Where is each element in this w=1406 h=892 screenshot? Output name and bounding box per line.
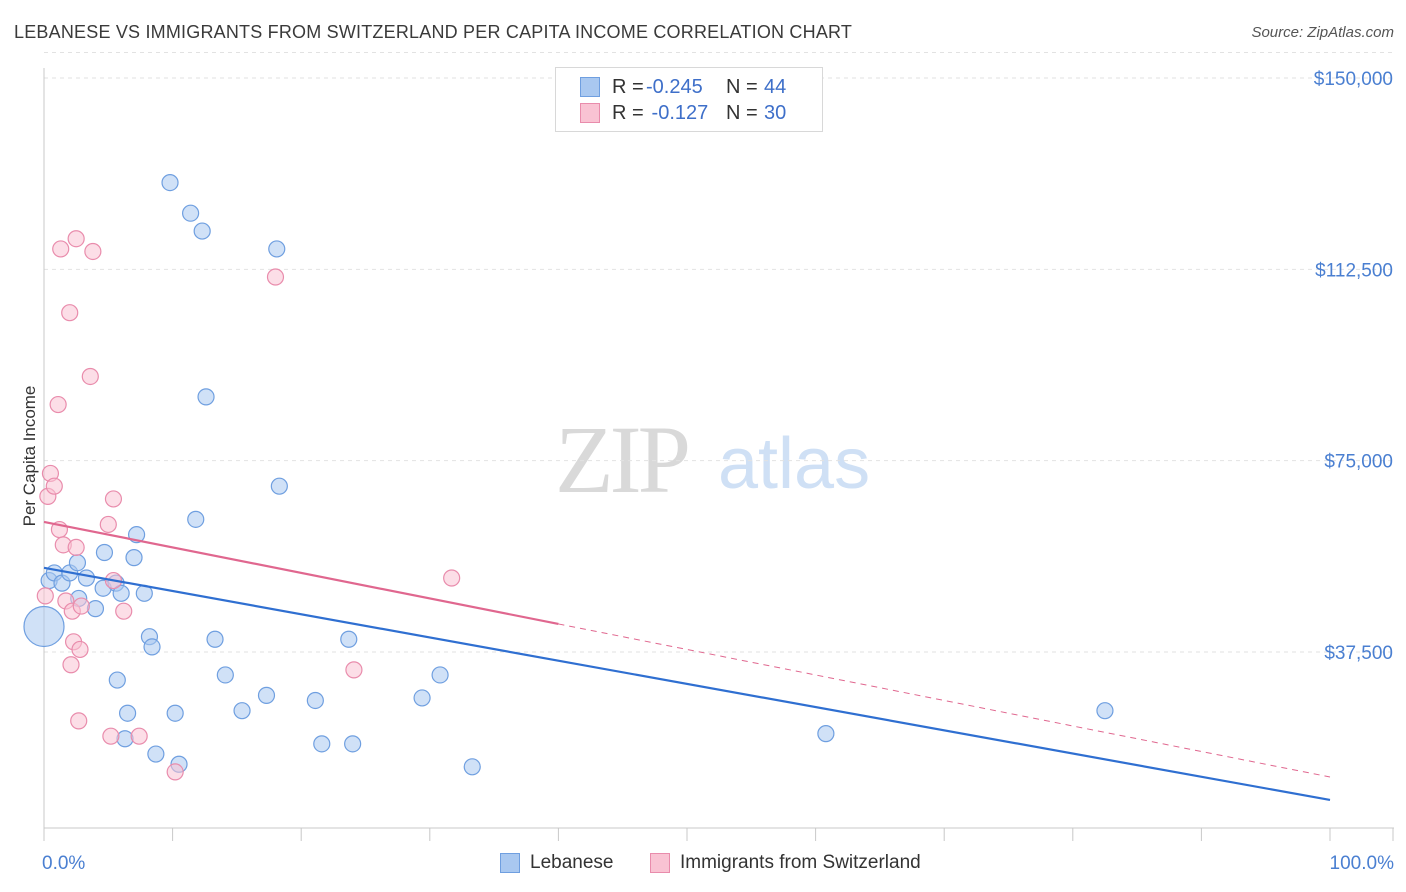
switzerland-point bbox=[70, 712, 88, 730]
legend-n-label: N = bbox=[726, 101, 758, 124]
lebanese-point bbox=[257, 686, 276, 704]
stats-legend: R = -0.245 N = 44 R = -0.127 N = 30 bbox=[555, 67, 823, 132]
lebanese-point bbox=[118, 704, 137, 722]
lebanese-point bbox=[161, 173, 179, 192]
lebanese-point bbox=[197, 388, 215, 406]
switzerland-point bbox=[52, 240, 70, 258]
lebanese-point bbox=[463, 758, 481, 776]
lebanese-point bbox=[77, 569, 96, 587]
lebanese-point bbox=[1096, 702, 1114, 720]
switzerland-point bbox=[443, 569, 461, 587]
series-legend-lebanese: Lebanese bbox=[500, 852, 613, 874]
y-tick-label: $75,000 bbox=[1324, 452, 1393, 473]
legend-n-value: 44 bbox=[764, 75, 787, 98]
lebanese-point bbox=[86, 600, 105, 618]
switzerland-point bbox=[102, 727, 120, 745]
switzerland-trendline bbox=[43, 520, 559, 626]
lebanese-point bbox=[413, 689, 431, 707]
switzerland-point bbox=[99, 515, 117, 534]
series-swatch-switzerland bbox=[650, 853, 670, 873]
source-note: Source: ZipAtlas.com bbox=[1251, 24, 1394, 41]
y-tick-label: $150,000 bbox=[1314, 69, 1393, 90]
lebanese-trendline bbox=[43, 566, 1331, 802]
switzerland-point bbox=[49, 395, 67, 414]
legend-row-lebanese: R = -0.245 N = 44 bbox=[580, 74, 786, 100]
x-tick-min: 0.0% bbox=[42, 853, 86, 874]
lebanese-point bbox=[147, 745, 165, 763]
switzerland-point bbox=[104, 490, 123, 508]
lebanese-point bbox=[268, 240, 286, 258]
lebanese-point bbox=[95, 543, 114, 562]
switzerland-point bbox=[45, 477, 63, 495]
series-legend: Lebanese Immigrants from Switzerland bbox=[0, 852, 1406, 878]
legend-row-switzerland: R = -0.127 N = 30 bbox=[580, 100, 786, 126]
series-swatch-lebanese bbox=[500, 853, 520, 873]
lebanese-point bbox=[270, 477, 288, 495]
switzerland-point bbox=[166, 763, 184, 781]
legend-r-value: -0.127 bbox=[646, 101, 709, 124]
switzerland-point bbox=[72, 597, 90, 615]
lebanese-point bbox=[431, 666, 449, 684]
switzerland-point bbox=[67, 230, 85, 248]
lebanese-point bbox=[306, 691, 324, 710]
switzerland-point bbox=[67, 538, 85, 557]
switzerland-point bbox=[36, 587, 54, 605]
lebanese-point bbox=[206, 630, 224, 648]
switzerland-point bbox=[71, 640, 89, 659]
legend-swatch-lebanese bbox=[580, 77, 600, 97]
series-label-switzerland: Immigrants from Switzerland bbox=[680, 852, 921, 873]
switzerland-trendline-extension bbox=[558, 623, 1331, 778]
lebanese-point bbox=[193, 222, 211, 240]
lebanese-point bbox=[143, 638, 161, 656]
lebanese-point bbox=[344, 735, 362, 753]
lebanese-point bbox=[817, 725, 835, 743]
legend-r-value: -0.245 bbox=[646, 75, 703, 98]
legend-n-label: N = bbox=[726, 75, 758, 98]
legend-swatch-switzerland bbox=[580, 103, 600, 123]
switzerland-point bbox=[84, 242, 102, 261]
x-tick-max: 100.0% bbox=[1329, 853, 1394, 874]
lebanese-point bbox=[125, 549, 143, 567]
lebanese-point bbox=[340, 630, 358, 648]
y-tick-label: $37,500 bbox=[1324, 643, 1393, 664]
switzerland-point bbox=[81, 367, 99, 386]
switzerland-point bbox=[62, 656, 80, 674]
legend-n-value: 30 bbox=[764, 101, 787, 124]
lebanese-point bbox=[233, 702, 251, 720]
lebanese-point bbox=[108, 671, 126, 689]
y-tick-label: $112,500 bbox=[1315, 260, 1393, 281]
lebanese-point bbox=[187, 510, 205, 528]
chart-title: LEBANESE VS IMMIGRANTS FROM SWITZERLAND … bbox=[14, 22, 853, 42]
switzerland-point bbox=[115, 602, 133, 620]
switzerland-point bbox=[266, 268, 285, 286]
watermark-zip: ZIP bbox=[555, 406, 688, 513]
lebanese-point bbox=[216, 666, 234, 684]
lebanese-point bbox=[166, 704, 184, 722]
lebanese-point bbox=[68, 554, 87, 572]
watermark-atlas: atlas bbox=[718, 424, 870, 504]
lebanese-point bbox=[182, 204, 200, 222]
lebanese-point bbox=[23, 605, 65, 648]
series-legend-switzerland: Immigrants from Switzerland bbox=[650, 852, 921, 874]
lebanese-point bbox=[313, 735, 331, 753]
lebanese-point bbox=[116, 730, 134, 748]
lebanese-point bbox=[112, 584, 130, 602]
switzerland-point bbox=[345, 661, 363, 679]
switzerland-point bbox=[61, 304, 79, 322]
switzerland-point bbox=[130, 727, 148, 745]
legend-r-label: R = bbox=[612, 75, 644, 98]
legend-r-label: R = bbox=[612, 101, 644, 124]
series-label-lebanese: Lebanese bbox=[530, 852, 614, 873]
